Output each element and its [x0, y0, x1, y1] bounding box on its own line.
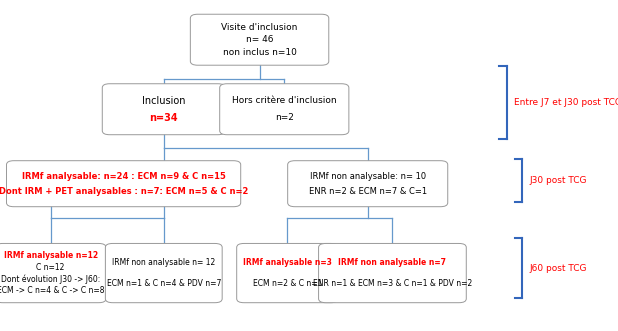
Text: non inclus n=10: non inclus n=10 — [222, 48, 297, 57]
Text: IRMf analysable: n=24 : ECM n=9 & C n=15: IRMf analysable: n=24 : ECM n=9 & C n=15 — [22, 171, 226, 181]
Text: Dont évolution J30 -> J60:: Dont évolution J30 -> J60: — [1, 274, 100, 284]
Text: C n=12: C n=12 — [36, 263, 65, 272]
Text: IRMf non analysable n=7: IRMf non analysable n=7 — [339, 258, 446, 267]
FancyBboxPatch shape — [105, 244, 222, 303]
FancyBboxPatch shape — [237, 244, 338, 303]
Text: J60 post TCG: J60 post TCG — [530, 263, 587, 273]
FancyBboxPatch shape — [0, 244, 106, 303]
Text: Visite d'inclusion: Visite d'inclusion — [221, 23, 298, 32]
Text: n= 46: n= 46 — [246, 35, 273, 44]
FancyBboxPatch shape — [220, 84, 349, 135]
Text: n=34: n=34 — [150, 113, 178, 123]
FancyBboxPatch shape — [103, 84, 225, 135]
Text: ENR n=1 & ECM n=3 & C n=1 & PDV n=2: ENR n=1 & ECM n=3 & C n=1 & PDV n=2 — [313, 279, 472, 288]
FancyBboxPatch shape — [287, 161, 447, 207]
Text: Dont IRM + PET analysables : n=7: ECM n=5 & C n=2: Dont IRM + PET analysables : n=7: ECM n=… — [0, 187, 248, 196]
FancyBboxPatch shape — [319, 244, 466, 303]
Text: IRMf non analysable: n= 10: IRMf non analysable: n= 10 — [310, 171, 426, 181]
Text: Hors critère d'inclusion: Hors critère d'inclusion — [232, 96, 337, 105]
FancyBboxPatch shape — [190, 14, 329, 65]
Text: Entre J7 et J30 post TCG: Entre J7 et J30 post TCG — [514, 98, 618, 107]
Text: J30 post TCG: J30 post TCG — [530, 176, 587, 185]
Text: n=2: n=2 — [275, 113, 294, 122]
Text: ECM -> C n=4 & C -> C n=8: ECM -> C n=4 & C -> C n=8 — [0, 286, 104, 295]
Text: IRMf analysable n=3: IRMf analysable n=3 — [243, 258, 332, 267]
Text: ECM n=1 & C n=4 & PDV n=7: ECM n=1 & C n=4 & PDV n=7 — [106, 279, 221, 288]
Text: ENR n=2 & ECM n=7 & C=1: ENR n=2 & ECM n=7 & C=1 — [308, 187, 427, 196]
FancyBboxPatch shape — [7, 161, 241, 207]
Text: IRMf non analysable n= 12: IRMf non analysable n= 12 — [112, 258, 216, 267]
Text: ECM n=2 & C n=1: ECM n=2 & C n=1 — [253, 279, 322, 288]
Text: Inclusion: Inclusion — [142, 96, 185, 106]
Text: IRMf analysable n=12: IRMf analysable n=12 — [4, 252, 98, 260]
